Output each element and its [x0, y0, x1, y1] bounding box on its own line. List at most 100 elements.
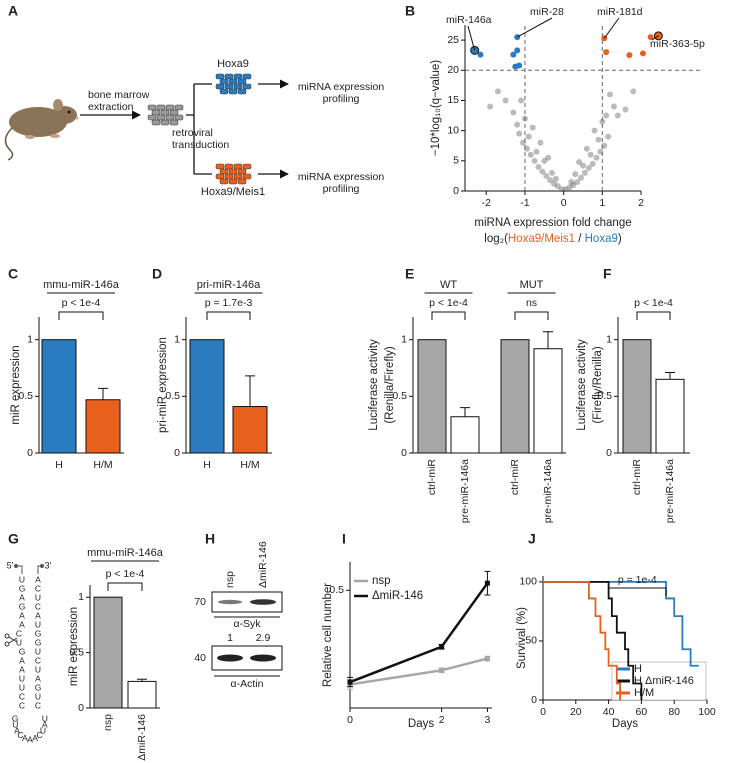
cell [242, 173, 252, 180]
point [626, 52, 633, 59]
nucleotide: C [35, 655, 41, 665]
y-tick-label: 1 [78, 591, 84, 603]
label-leader [516, 17, 553, 38]
y-tick-label: 25 [447, 34, 459, 46]
strand-end: 5' [7, 560, 14, 570]
nucleotide: A [19, 610, 25, 620]
x-tick-label: 0 [540, 706, 546, 718]
x-tick-label: 0 [561, 197, 567, 209]
bracket [636, 311, 671, 320]
bracket [431, 311, 466, 320]
nucleotide: C [19, 691, 25, 701]
point [552, 175, 559, 182]
error-bar [460, 407, 470, 417]
point [591, 127, 598, 134]
nucleotide: C [35, 583, 41, 593]
x-tick-label: 60 [636, 706, 648, 718]
cell [228, 78, 238, 85]
bar [232, 406, 268, 454]
cell [219, 168, 229, 175]
point [547, 177, 554, 184]
nucleotide: C [16, 628, 22, 638]
y-tick-label: 0 [401, 447, 407, 459]
nucleotide: A [35, 673, 41, 683]
bracket [107, 582, 143, 591]
cell [215, 163, 225, 170]
x-tick-label: pre-miR-146a [459, 459, 471, 523]
step-label: bone marrow [88, 89, 150, 101]
cell [215, 83, 225, 90]
nucleotide: A [27, 734, 33, 744]
x-tick-label: 2 [638, 197, 644, 209]
cell [215, 173, 225, 180]
cell [228, 168, 238, 175]
nucleotide: U [40, 725, 46, 735]
group-label: WT [440, 279, 457, 291]
quantification: 2.9 [256, 632, 271, 644]
x-axis-label: Days [408, 718, 434, 730]
legend-label: H ΔmiR-146 [634, 675, 694, 687]
point [537, 139, 544, 146]
panel-label: B [405, 3, 415, 19]
point [535, 163, 542, 170]
point [518, 97, 525, 104]
bar [622, 339, 652, 454]
branch-label: Hoxa9/Meis1 [201, 186, 265, 198]
point [516, 130, 523, 137]
marker [439, 667, 445, 673]
panel-title: pri-miR-146a [197, 279, 261, 291]
nucleotide: G [12, 713, 19, 723]
step-label: retroviral [172, 127, 213, 139]
y-axis-label: (Firefly/Renilla) [592, 346, 604, 423]
nucleotide: U [35, 691, 41, 701]
cell [228, 88, 238, 95]
point [574, 178, 581, 185]
scissors [4, 633, 18, 647]
nucleotide: A [42, 720, 48, 730]
point [599, 118, 606, 125]
nucleotide: A [22, 733, 28, 743]
size-marker: 70 [194, 596, 206, 608]
nucleotide: A [32, 733, 38, 743]
mouse-tail [4, 127, 14, 161]
point [570, 181, 577, 188]
y-tick-label: 1 [606, 333, 612, 345]
bar [127, 680, 157, 709]
y-axis-label: Survival (%) [516, 607, 528, 669]
point [533, 148, 540, 155]
nucleotide: C [17, 730, 23, 740]
cell [174, 104, 184, 111]
y-tick-label: 0 [453, 185, 459, 197]
output-label: profiling [323, 183, 360, 195]
nucleotide: C [19, 700, 25, 710]
cell [233, 73, 243, 80]
nucleotide: A [35, 610, 41, 620]
group-label: MUT [520, 279, 544, 291]
bracket [206, 311, 251, 320]
point [514, 47, 521, 54]
x-tick-label: 20 [570, 706, 582, 718]
nucleotide: G [35, 682, 42, 692]
y-axis-label: −10*log₁₀(q−value) [430, 60, 442, 156]
bar [533, 348, 563, 454]
x-tick-label: 80 [668, 706, 680, 718]
point [562, 186, 569, 193]
y-axis-label: Relative cell number [322, 583, 334, 687]
y-tick-label: 5 [453, 155, 459, 167]
cell [165, 114, 175, 121]
p-value: ns [526, 297, 537, 309]
nucleotide: U [16, 637, 22, 647]
cell [174, 114, 184, 121]
panel-label: A [8, 3, 18, 19]
point [549, 169, 556, 176]
cell [242, 83, 252, 90]
bar [417, 339, 447, 454]
point [581, 169, 588, 176]
bar [189, 339, 225, 454]
y-tick-label: 100 [519, 576, 537, 588]
point [566, 184, 573, 191]
nucleotide: C [36, 730, 42, 740]
point [520, 139, 527, 146]
cell [237, 88, 247, 95]
